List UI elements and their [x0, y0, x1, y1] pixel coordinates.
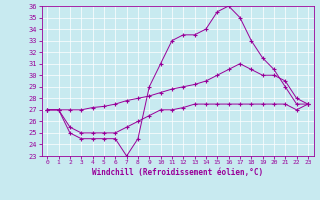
X-axis label: Windchill (Refroidissement éolien,°C): Windchill (Refroidissement éolien,°C) — [92, 168, 263, 177]
